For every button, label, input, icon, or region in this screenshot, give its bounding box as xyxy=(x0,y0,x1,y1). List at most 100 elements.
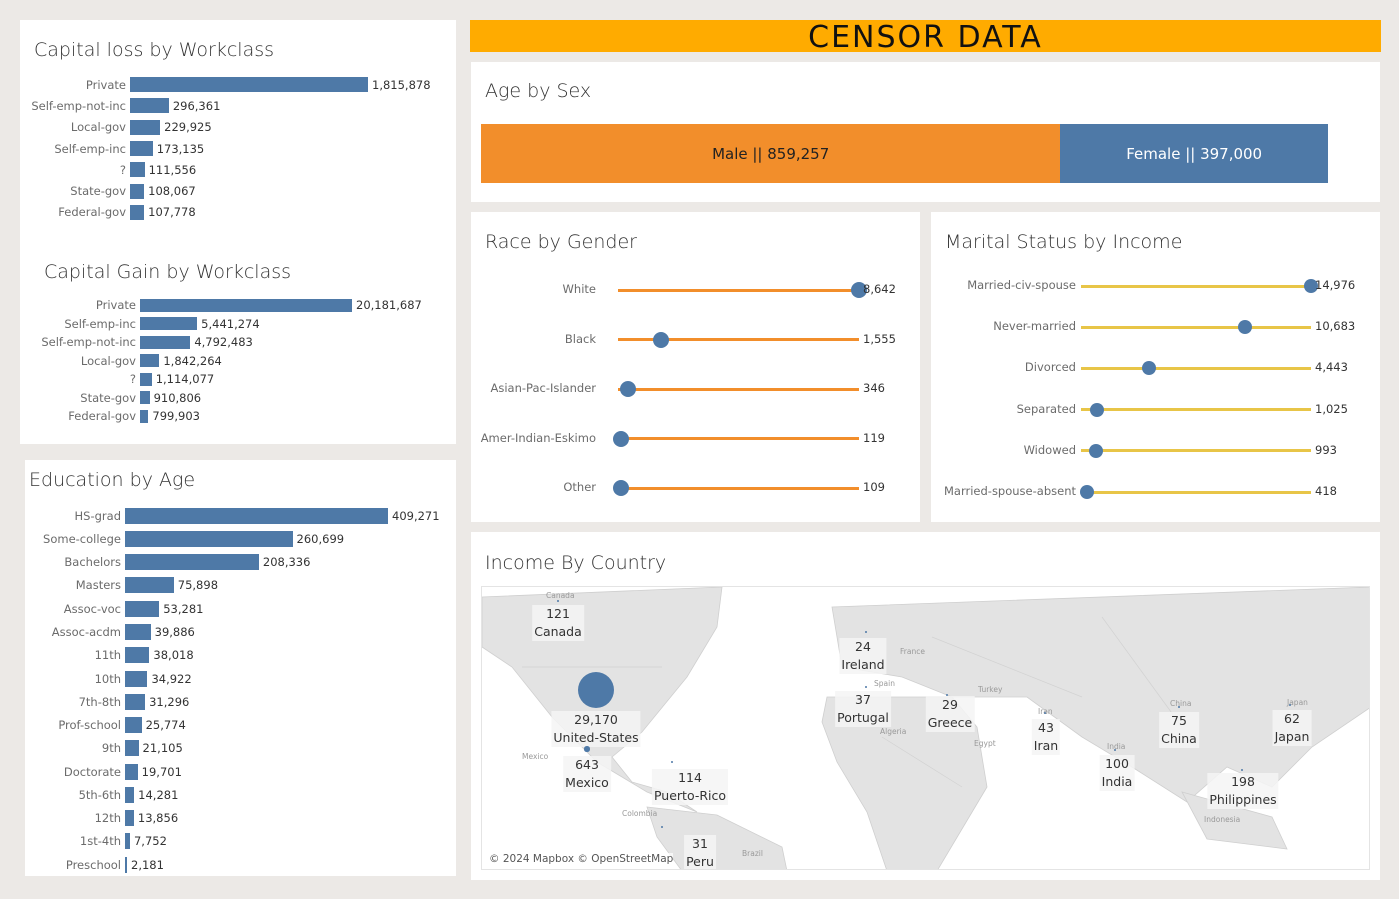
bar[interactable] xyxy=(125,623,151,640)
bar[interactable] xyxy=(130,162,145,178)
country-value: 43 xyxy=(1038,720,1054,735)
bar-row[interactable]: Federal-gov 799,903 xyxy=(20,407,200,426)
bar-label: Local-gov xyxy=(80,353,136,368)
country-bubble-peru[interactable] xyxy=(660,825,664,829)
sex-segment-female[interactable]: Female || 397,000 xyxy=(1060,124,1328,183)
country-bubble-canada[interactable] xyxy=(556,599,560,603)
bar[interactable] xyxy=(125,670,148,687)
bar[interactable] xyxy=(130,141,153,157)
bar[interactable] xyxy=(125,693,146,710)
country-bubble-portugal[interactable] xyxy=(864,685,868,689)
bar-row[interactable]: Self-emp-not-inc 4,792,483 xyxy=(20,333,253,352)
bar-row[interactable]: Local-gov 229,925 xyxy=(20,117,212,138)
bar-row[interactable]: 1st-4th 7,752 xyxy=(25,830,167,853)
bar[interactable] xyxy=(130,98,169,114)
bar[interactable] xyxy=(140,409,149,423)
bar-row[interactable]: Self-emp-inc 173,135 xyxy=(20,138,204,159)
bar[interactable] xyxy=(125,763,138,780)
lollipop-dot[interactable] xyxy=(619,381,636,397)
country-bubble-mexico[interactable] xyxy=(584,746,590,752)
bar-label: Preschool xyxy=(65,857,121,872)
bar-row[interactable]: 11th 38,018 xyxy=(25,644,194,667)
bar[interactable] xyxy=(125,810,134,827)
bar[interactable] xyxy=(125,507,388,524)
lollipop-dot[interactable] xyxy=(653,331,670,348)
bar-row[interactable]: State-gov 910,806 xyxy=(20,389,201,408)
bar-row[interactable]: Local-gov 1,842,264 xyxy=(20,352,222,371)
country-bubble-india[interactable] xyxy=(1113,748,1117,752)
bar[interactable] xyxy=(125,833,130,850)
bar[interactable] xyxy=(130,183,145,199)
bar-row[interactable]: Private 20,181,687 xyxy=(20,296,422,315)
bar[interactable] xyxy=(125,530,293,547)
lollipop-dot[interactable] xyxy=(1304,279,1318,293)
bar[interactable] xyxy=(130,77,368,93)
bar-row[interactable]: Some-college 260,699 xyxy=(25,527,344,550)
country-bubble-united-states[interactable] xyxy=(578,672,614,708)
bar-value-label: 1,114,077 xyxy=(155,372,215,387)
bar-value-label: 5,441,274 xyxy=(201,316,260,331)
bar[interactable] xyxy=(140,354,160,368)
bar-row[interactable]: Assoc-voc 53,281 xyxy=(25,597,203,620)
lollipop-dot[interactable] xyxy=(1089,402,1104,417)
bar[interactable] xyxy=(125,856,127,873)
lollipop-dot[interactable] xyxy=(1089,443,1104,458)
lollipop-dot[interactable] xyxy=(1080,485,1095,499)
country-bubble-puerto-rico[interactable] xyxy=(670,760,674,764)
bar[interactable] xyxy=(125,554,259,571)
bar[interactable] xyxy=(140,298,352,312)
bar[interactable] xyxy=(125,577,174,594)
country-bubble-greece[interactable] xyxy=(945,693,949,697)
bar-row[interactable]: Private 1,815,878 xyxy=(20,74,431,95)
bar-row[interactable]: 9th 21,105 xyxy=(25,737,183,760)
bar[interactable] xyxy=(140,372,152,386)
lollipop-label: Widowed xyxy=(1023,442,1076,457)
bar-row[interactable]: Assoc-acdm 39,886 xyxy=(25,620,195,643)
bar[interactable] xyxy=(140,317,198,331)
lollipop-dot[interactable] xyxy=(613,480,630,496)
bar-row[interactable]: Masters 75,898 xyxy=(25,574,218,597)
bar-row[interactable]: Prof-school 25,774 xyxy=(25,713,186,736)
bar[interactable] xyxy=(125,600,160,617)
bar-row[interactable]: 12th 13,856 xyxy=(25,807,178,830)
lollipop-dot[interactable] xyxy=(1142,361,1157,376)
bar-row[interactable]: Bachelors 208,336 xyxy=(25,551,310,574)
country-bubble-ireland[interactable] xyxy=(864,630,868,634)
bar-row[interactable]: HS-grad 409,271 xyxy=(25,504,440,527)
country-bubble-iran[interactable] xyxy=(1043,711,1047,715)
bar-row[interactable]: 10th 34,922 xyxy=(25,667,192,690)
country-label-iran: 43 Iran xyxy=(1031,719,1061,755)
country-bubble-japan[interactable] xyxy=(1288,703,1292,707)
basemap-label: Mexico xyxy=(522,752,549,761)
bar[interactable] xyxy=(125,647,150,664)
map-attribution[interactable]: © 2024 Mapbox © OpenStreetMap xyxy=(489,853,674,865)
country-value: 643 xyxy=(575,757,599,772)
bar[interactable] xyxy=(125,717,142,734)
bar-row[interactable]: Preschool 2,181 xyxy=(25,853,164,876)
bar-row[interactable]: 5th-6th 14,281 xyxy=(25,783,178,806)
sex-segment-male[interactable]: Male || 859,257 xyxy=(481,124,1061,183)
basemap-label: Spain xyxy=(874,679,895,688)
bar-label: 1st-4th xyxy=(79,834,121,849)
lollipop-dot[interactable] xyxy=(851,282,867,298)
bar-row[interactable]: Federal-gov 107,778 xyxy=(20,202,196,223)
race-chart: White 8,642 Black 1,555 Asian-Pac-Islander 34… xyxy=(471,212,920,522)
bar[interactable] xyxy=(125,740,139,757)
bar[interactable] xyxy=(130,119,161,135)
bar[interactable] xyxy=(130,204,145,220)
world-map[interactable]: Canada Mexico Colombia Brazil France Spain Tur… xyxy=(481,586,1370,870)
bar-row[interactable]: ? 111,556 xyxy=(20,159,196,180)
country-bubble-philippines[interactable] xyxy=(1240,768,1244,772)
bar[interactable] xyxy=(140,335,191,349)
bar[interactable] xyxy=(140,391,150,405)
country-bubble-china[interactable] xyxy=(1177,705,1181,709)
bar-row[interactable]: State-gov 108,067 xyxy=(20,181,196,202)
bar-row[interactable]: ? 1,114,077 xyxy=(20,370,214,389)
bar-row[interactable]: Self-emp-inc 5,441,274 xyxy=(20,315,260,334)
lollipop-dot[interactable] xyxy=(1238,320,1253,335)
bar-row[interactable]: 7th-8th 31,296 xyxy=(25,690,189,713)
bar[interactable] xyxy=(125,786,135,803)
bar-row[interactable]: Self-emp-not-inc 296,361 xyxy=(20,95,220,116)
bar-row[interactable]: Doctorate 19,701 xyxy=(25,760,182,783)
lollipop-dot[interactable] xyxy=(613,430,630,447)
